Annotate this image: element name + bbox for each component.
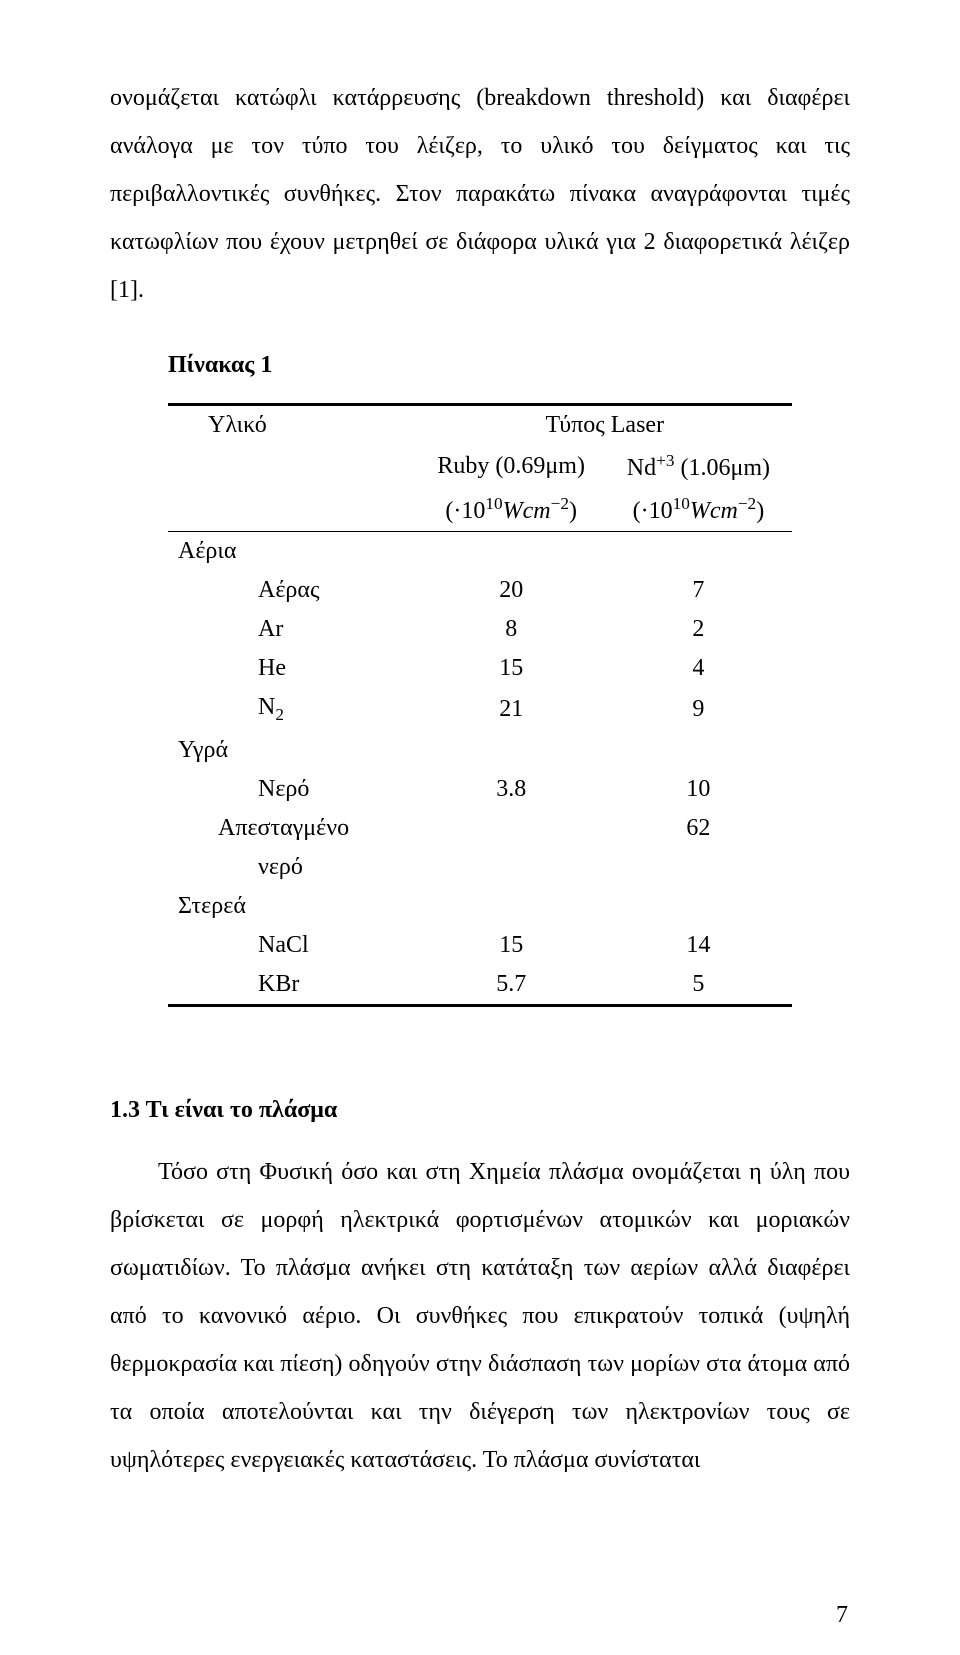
nd-wavelength: (1.06μm) [674,455,770,481]
table-row: Στερεά [168,887,792,926]
table-row: He 15 4 [168,649,792,688]
unit-nd: (·1010Wcm−2) [605,488,792,532]
table-head-nd: Nd+3 (1.06μm) [605,445,792,488]
table-head-material: Υλικό [168,405,418,532]
table-row: Αέρια [168,532,792,572]
table-row: Νερό 3.8 10 [168,770,792,809]
table-caption: Πίνακας 1 [168,352,850,379]
nd-text: Nd [627,455,656,481]
intro-paragraph: ονομάζεται κατώφλι κατάρρευσης (breakdow… [110,74,850,314]
group-liquids: Υγρά [168,731,418,770]
table-row: Απεσταγμένο 62 [168,809,792,848]
nd-sup: +3 [656,451,674,470]
plasma-paragraph: Τόσο στη Φυσική όσο και στη Χημεία πλάσμ… [110,1148,850,1484]
table-row: Αέρας 20 7 [168,571,792,610]
table-row: νερό [168,848,792,887]
unit-ruby: (·1010Wcm−2) [418,488,605,532]
table-head-ruby: Ruby (0.69μm) [418,445,605,488]
table-row: N2 21 9 [168,688,792,731]
threshold-table: Υλικό Τύπος Laser Ruby (0.69μm) Nd+3 (1.… [168,403,792,1007]
group-gases: Αέρια [168,532,418,572]
page-number: 7 [836,1602,848,1629]
table-head-lasertype: Τύπος Laser [418,405,792,446]
table-row: NaCl 15 14 [168,926,792,965]
table-row: Ar 8 2 [168,610,792,649]
group-solids: Στερεά [168,887,418,926]
table-row: KBr 5.7 5 [168,965,792,1006]
table-row: Υγρά [168,731,792,770]
section-heading: 1.3 Τι είναι το πλάσμα [110,1097,850,1124]
